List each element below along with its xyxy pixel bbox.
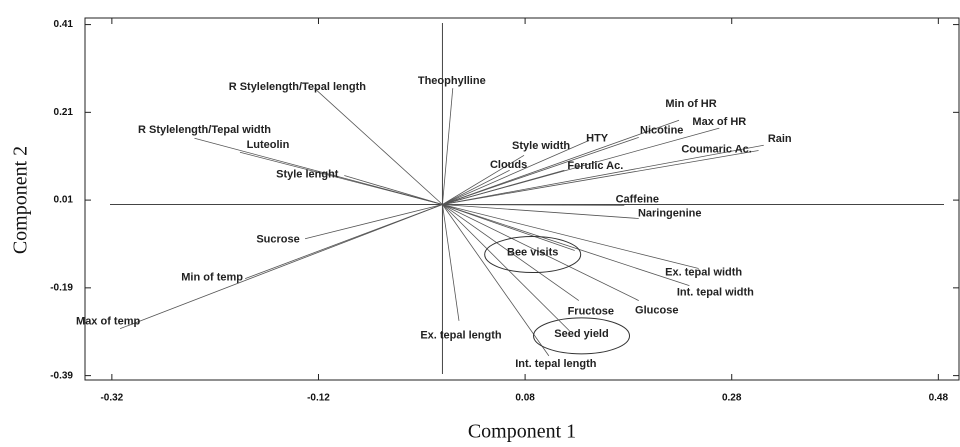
loading-vector bbox=[442, 119, 680, 205]
loading-vector bbox=[304, 204, 443, 240]
vector-label: Style width bbox=[512, 140, 570, 152]
loading-vector bbox=[239, 151, 443, 205]
vector-label: Clouds bbox=[490, 159, 527, 171]
loading-vector bbox=[442, 140, 590, 205]
y-tick-label: -0.39 bbox=[50, 370, 73, 381]
x-tick-label: 0.48 bbox=[929, 393, 949, 404]
vector-label: Int. tepal width bbox=[677, 287, 754, 299]
vector-label: Int. tepal length bbox=[515, 358, 597, 370]
loading-vector bbox=[442, 204, 580, 301]
highlight-circle bbox=[484, 236, 582, 274]
y-tick-label: -0.19 bbox=[50, 282, 73, 293]
vector-label: Ex. tepal width bbox=[665, 266, 742, 278]
loading-vector bbox=[442, 136, 639, 205]
loading-vector bbox=[442, 154, 525, 205]
loading-vector bbox=[344, 175, 443, 205]
vector-label: Nicotine bbox=[640, 124, 683, 136]
x-axis-title: Component 1 bbox=[468, 421, 576, 443]
vector-label: Ferulic Ac. bbox=[567, 160, 623, 172]
highlight-circle bbox=[533, 317, 631, 355]
vector-label: Min of temp bbox=[181, 272, 243, 284]
plot-frame bbox=[84, 17, 960, 381]
vector-label: Ex. tepal length bbox=[420, 330, 502, 342]
vector-label: HTY bbox=[586, 132, 609, 144]
loading-vector bbox=[442, 204, 550, 357]
vector-label: Style lenght bbox=[276, 168, 339, 180]
y-tick-label: 0.41 bbox=[54, 19, 74, 30]
loading-vector bbox=[442, 204, 639, 219]
vector-label: Rain bbox=[768, 133, 792, 145]
y-tick-label: 0.01 bbox=[54, 195, 74, 206]
loading-vector bbox=[119, 204, 443, 330]
vector-label: Glucose bbox=[635, 304, 678, 316]
loading-vector bbox=[442, 204, 690, 287]
vector-label: Theophylline bbox=[418, 75, 486, 87]
loading-vector bbox=[442, 150, 759, 205]
x-tick-label: 0.08 bbox=[515, 393, 535, 404]
y-axis-title: Component 2 bbox=[10, 146, 32, 254]
vector-label: Fructose bbox=[568, 305, 614, 317]
x-tick-label: -0.32 bbox=[100, 393, 123, 404]
vector-label: Naringenine bbox=[638, 207, 702, 219]
vector-label: R Stylelength/Tepal length bbox=[229, 81, 367, 93]
loading-vector bbox=[442, 88, 454, 205]
loading-vector bbox=[442, 204, 699, 269]
vector-label: R Stylelength/Tepal width bbox=[138, 124, 271, 136]
vector-label: Min of HR bbox=[665, 98, 716, 110]
y-tick-label: 0.21 bbox=[54, 107, 74, 118]
loading-vector bbox=[442, 204, 460, 321]
vector-label: Caffeine bbox=[616, 193, 659, 205]
vector-label: Bee visits bbox=[507, 246, 558, 258]
x-tick-label: -0.12 bbox=[307, 393, 330, 404]
loading-vector bbox=[442, 204, 625, 206]
loading-vector bbox=[314, 87, 443, 205]
loading-vector bbox=[442, 144, 764, 205]
loading-vector bbox=[442, 169, 510, 205]
x-tick-label: 0.28 bbox=[722, 393, 742, 404]
vector-label: Sucrose bbox=[256, 234, 299, 246]
loading-vector bbox=[442, 204, 639, 301]
vector-label: Seed yield bbox=[554, 328, 608, 340]
loading-vector bbox=[442, 204, 575, 251]
vector-label: Coumaric Ac. bbox=[681, 143, 752, 155]
loading-vector bbox=[442, 204, 570, 332]
vector-label: Max of temp bbox=[76, 316, 140, 328]
vector-label: Luteolin bbox=[247, 139, 290, 151]
vector-label: Max of HR bbox=[692, 116, 746, 128]
loading-vector bbox=[442, 169, 565, 205]
